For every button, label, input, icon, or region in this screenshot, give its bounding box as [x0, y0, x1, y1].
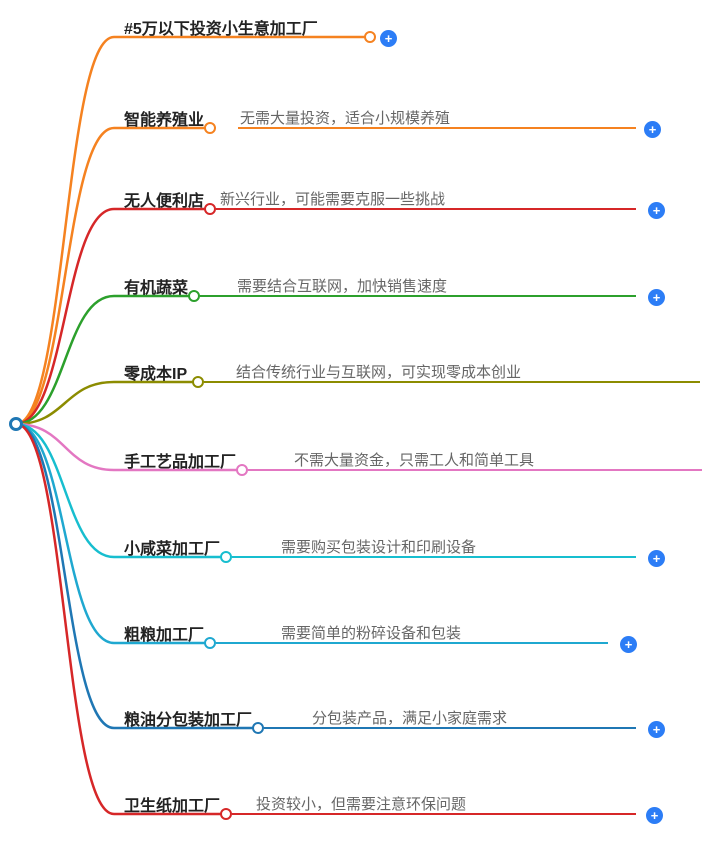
- branch-detail: 分包装产品，满足小家庭需求: [312, 707, 507, 728]
- expand-button[interactable]: +: [648, 721, 665, 738]
- branch-node: [236, 464, 248, 476]
- expand-button[interactable]: +: [380, 30, 397, 47]
- root-node: [9, 417, 23, 431]
- branch-node: [204, 203, 216, 215]
- branch-detail: 需要购买包装设计和印刷设备: [281, 536, 476, 557]
- branch-detail: 需要简单的粉碎设备和包装: [281, 622, 461, 643]
- branch-node: [364, 31, 376, 43]
- branch-detail: 结合传统行业与互联网，可实现零成本创业: [236, 361, 521, 382]
- branch-detail: 不需大量资金，只需工人和简单工具: [294, 449, 534, 470]
- expand-button[interactable]: +: [646, 807, 663, 824]
- branch-node: [204, 637, 216, 649]
- branch-node: [204, 122, 216, 134]
- branch-detail: 需要结合互联网，加快销售速度: [237, 275, 447, 296]
- branch-node: [220, 551, 232, 563]
- expand-button[interactable]: +: [620, 636, 637, 653]
- branch-detail: 新兴行业，可能需要克服一些挑战: [220, 188, 445, 209]
- branch-detail: 投资较小，但需要注意环保问题: [256, 793, 466, 814]
- mindmap-canvas: #5万以下投资小生意加工厂+智能养殖业无需大量投资，适合小规模养殖+无人便利店新…: [0, 0, 716, 848]
- expand-button[interactable]: +: [644, 121, 661, 138]
- branch-node: [252, 722, 264, 734]
- expand-button[interactable]: +: [648, 289, 665, 306]
- branch-node: [192, 376, 204, 388]
- branch-title: 卫生纸加工厂: [124, 792, 220, 848]
- expand-button[interactable]: +: [648, 202, 665, 219]
- branch-node: [220, 808, 232, 820]
- branch-node: [188, 290, 200, 302]
- expand-button[interactable]: +: [648, 550, 665, 567]
- branch-detail: 无需大量投资，适合小规模养殖: [240, 107, 450, 128]
